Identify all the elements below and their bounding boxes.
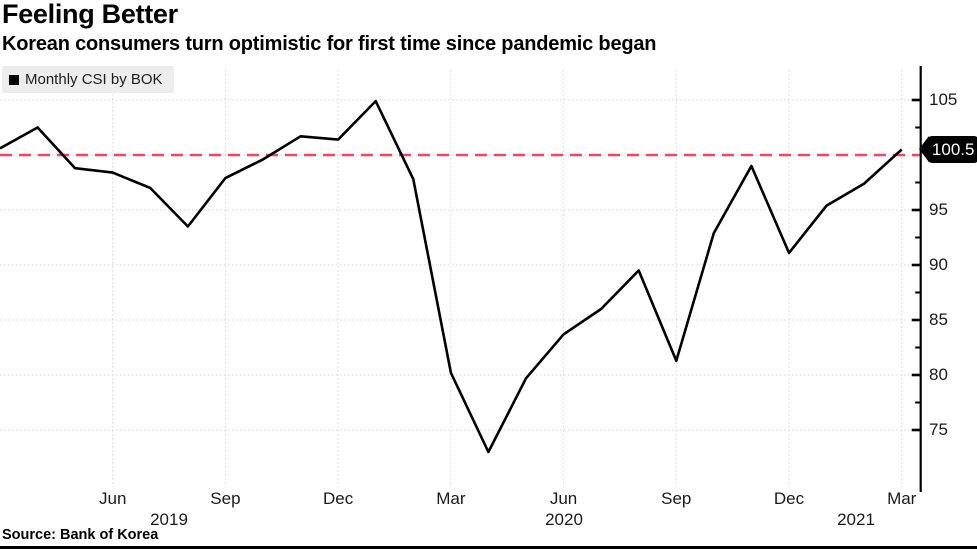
x-axis-label: Jun	[98, 489, 127, 508]
last-value-pointer-icon	[918, 136, 929, 162]
y-axis-label: 90	[929, 255, 948, 274]
x-axis-label: Mar	[887, 489, 917, 508]
y-axis-label: 80	[929, 365, 948, 384]
legend: Monthly CSI by BOK	[2, 66, 174, 93]
x-axis-year-label: 2019	[150, 510, 188, 529]
x-axis-year-label: 2020	[545, 510, 583, 529]
x-axis-label: Sep	[661, 489, 692, 508]
y-axis-label: 105	[929, 90, 958, 109]
y-axis-label: 75	[929, 420, 948, 439]
chart-title: Feeling Better	[2, 0, 178, 29]
y-axis-label: 85	[929, 310, 948, 329]
x-axis-label: Dec	[323, 489, 354, 508]
y-axis-label: 95	[929, 200, 948, 219]
legend-square-icon	[9, 74, 19, 85]
x-axis-label: Mar	[436, 489, 466, 508]
legend-label: Monthly CSI by BOK	[25, 71, 163, 88]
x-axis-label: Sep	[210, 489, 241, 508]
x-axis-year-label: 2021	[837, 510, 875, 529]
source-note: Source: Bank of Korea	[2, 527, 159, 543]
bottom-divider	[0, 546, 977, 549]
x-axis-label: Dec	[773, 489, 805, 508]
csi-line	[0, 99, 903, 454]
chart-subtitle: Korean consumers turn optimistic for fir…	[2, 33, 657, 55]
last-value-badge: 100.5	[927, 136, 977, 163]
x-axis-label: Jun	[549, 489, 578, 508]
